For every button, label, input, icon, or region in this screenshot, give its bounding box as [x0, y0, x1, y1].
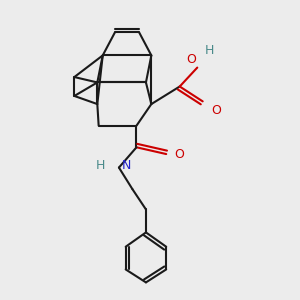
Text: O: O [211, 104, 221, 117]
Text: O: O [186, 53, 196, 66]
Text: H: H [205, 44, 214, 57]
Text: H: H [96, 159, 105, 172]
Text: N: N [122, 159, 131, 172]
Text: O: O [174, 148, 184, 160]
